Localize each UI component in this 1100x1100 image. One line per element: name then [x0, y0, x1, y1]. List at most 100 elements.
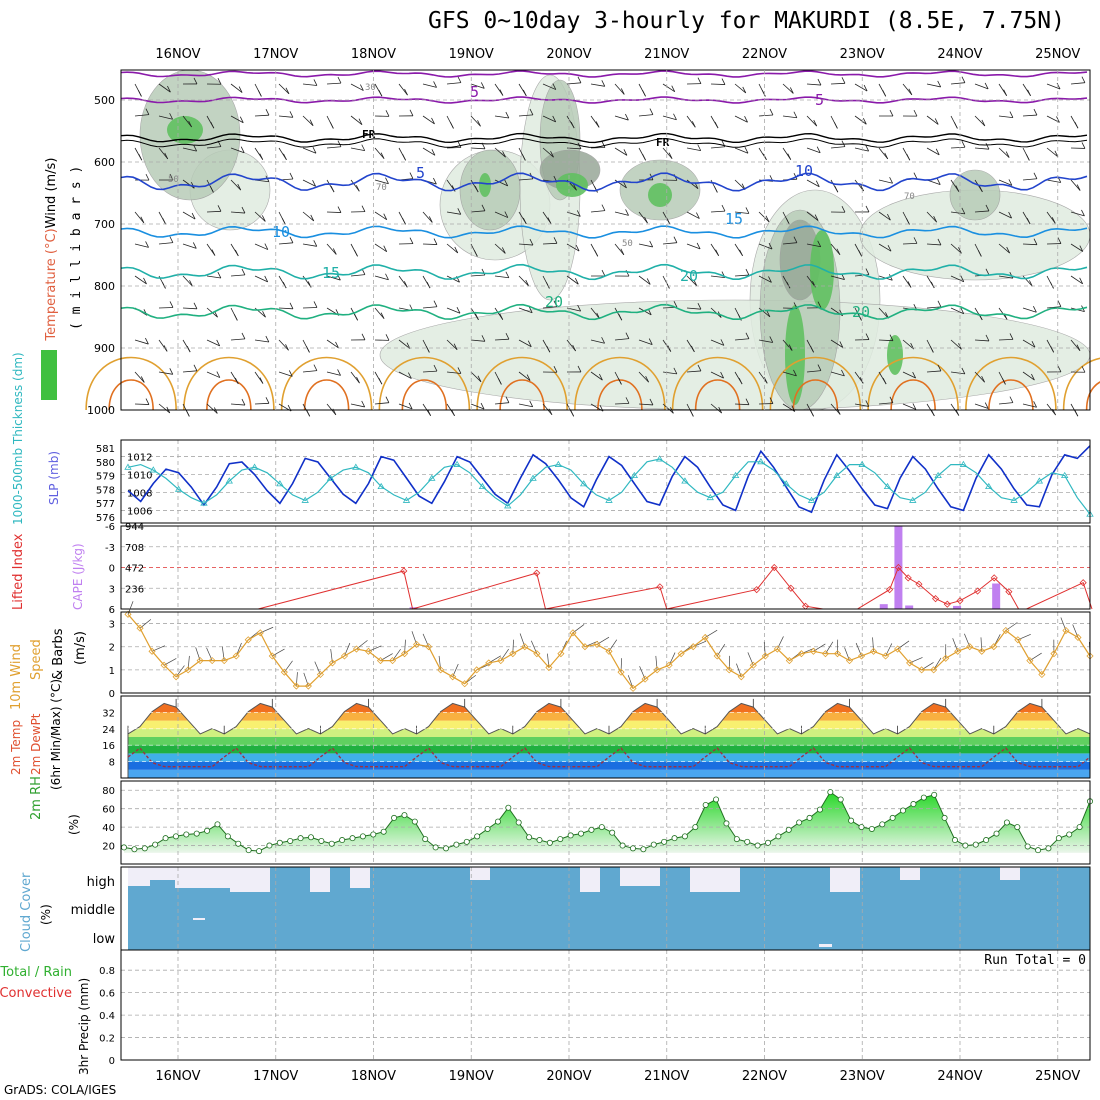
cloud-ylabel: Cloud Cover: [19, 872, 34, 952]
warm-isotherm: [280, 356, 373, 411]
wind10m-marker: [304, 682, 312, 690]
temperature-label-part: Temperature (°C): [44, 228, 59, 341]
wind10m-ylabel-text: (m/s): [73, 631, 88, 665]
wind-barb-flag: [456, 307, 461, 314]
wind10m-tick-label: 3: [109, 620, 115, 631]
wind-barb-flag: [618, 378, 622, 385]
thickness-marker: [1010, 496, 1018, 503]
wind10m-marker: [364, 647, 373, 655]
thickness-marker: [352, 463, 360, 470]
wind-barb-flag: [570, 410, 575, 417]
wind10m-marker: [569, 629, 577, 637]
wind-barb-flag: [810, 346, 814, 353]
wind-barb-flag: [649, 240, 654, 248]
bottom-day-label: 23NOV: [840, 1069, 885, 1084]
warm-isotherm: [988, 379, 1034, 411]
wind-barb-flag: [313, 364, 318, 371]
wind-barb-flag: [457, 141, 462, 148]
wind-barb: [998, 211, 1012, 219]
wind-barb: [974, 371, 985, 383]
wind-barb-flag: [385, 396, 390, 403]
wind-barb: [950, 371, 965, 375]
wind10m-marker: [761, 652, 769, 660]
wind-barb-flag: [574, 278, 579, 285]
wind-barb-flag: [714, 186, 718, 193]
wind-barb-flag: [546, 282, 550, 289]
wind-barb-flag: [981, 375, 985, 383]
wind-barb-flag: [573, 184, 577, 191]
rh-marker: [598, 824, 605, 831]
wind-barb-flag: [1031, 373, 1035, 381]
wind-barb: [350, 371, 360, 384]
rh-label: 50: [168, 175, 179, 185]
warm-isotherm: [476, 356, 568, 411]
slp-ylabel-text: SLP (mb): [47, 451, 61, 505]
wind-barb: [470, 83, 485, 89]
wind-barb-flag: [859, 377, 864, 384]
wind-barb-flag: [527, 340, 532, 347]
wind-barb-flag: [793, 369, 797, 377]
rh-marker: [307, 834, 314, 841]
rh-marker: [692, 824, 699, 831]
precip-tick-label: 0.4: [99, 1011, 115, 1022]
wind-barb: [518, 243, 533, 246]
bottom-day-label: 17NOV: [253, 1069, 298, 1084]
bottom-day-label: 25NOV: [1035, 1069, 1080, 1084]
wind-barb-flag: [337, 369, 341, 376]
wind10m-marker: [689, 643, 697, 651]
rh-marker: [422, 836, 429, 843]
thickness-marker: [909, 496, 917, 503]
thickness-ylabel: 1000-500mb Thickness (dm): [11, 352, 25, 525]
wind-barb: [278, 83, 290, 95]
wind-barb-flag: [525, 279, 530, 287]
wind-barb-flag: [264, 275, 269, 283]
wind-barb: [230, 83, 243, 93]
rh-marker: [910, 801, 917, 808]
slp-line: [127, 445, 1091, 514]
rh-marker: [775, 833, 782, 840]
wind-barb-flag: [427, 409, 432, 416]
freezing-label: FR: [362, 128, 376, 141]
wind-barb-flag: [889, 177, 893, 184]
wind-barb: [878, 339, 894, 342]
wind-barb-flag: [360, 84, 364, 91]
wind10m-marker: [244, 636, 252, 644]
bottom-day-label: 20NOV: [546, 1069, 591, 1084]
wind-barb: [230, 211, 245, 214]
thickness-marker: [529, 474, 537, 481]
wind-barb: [926, 243, 941, 246]
wind-barb: [806, 179, 820, 188]
cape-ylabel: CAPE (J/kg): [71, 543, 85, 610]
rh-marker: [245, 847, 252, 854]
precip-tick-label: 0.8: [99, 966, 115, 977]
wind-barb: [974, 403, 989, 409]
wind-barb-flag: [355, 185, 360, 192]
thickness-marker: [428, 474, 436, 481]
wind-barb-flag: [601, 204, 606, 211]
wind-barb: [1022, 371, 1035, 381]
rh-marker: [453, 841, 460, 848]
wind-barb-flag: [289, 302, 294, 309]
wind-barb: [686, 243, 701, 250]
wind10m-marker: [942, 654, 950, 662]
wind10m-marker: [268, 652, 276, 660]
slp-panel-frame: [120, 439, 1091, 524]
wind-barb: [806, 83, 821, 86]
wind-barb: [974, 210, 989, 213]
wind-barb-flag: [550, 151, 554, 158]
wind-barb-flag: [505, 396, 510, 403]
wind-barb-flag: [745, 207, 750, 214]
cape-tick-label: 944: [125, 522, 144, 533]
wind-barb: [686, 211, 700, 219]
wind10m-marker: [1026, 657, 1034, 665]
wind-barb: [278, 242, 293, 245]
wind-barb: [542, 83, 557, 90]
top-day-label: 19NOV: [449, 47, 494, 62]
wind-barb: [230, 179, 242, 191]
wind-barb-flag: [356, 376, 360, 384]
wind-barb-flag: [217, 271, 222, 279]
warm-isotherm: [401, 379, 448, 411]
wind-barb-flag: [817, 301, 822, 308]
wind-barb-flag: [766, 310, 771, 317]
wind-barb-flag: [594, 250, 599, 257]
